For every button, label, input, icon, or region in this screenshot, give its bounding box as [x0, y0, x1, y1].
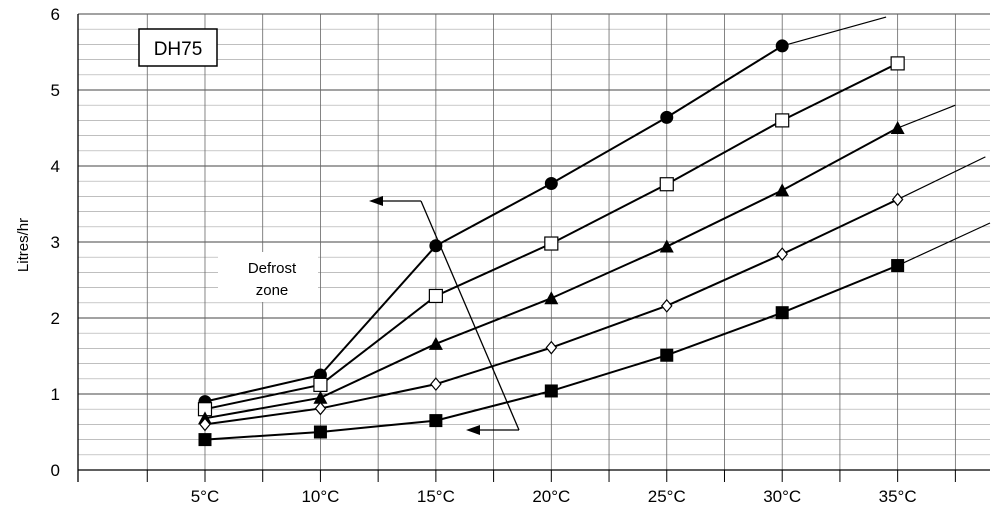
y-axis-label: Litres/hr [15, 218, 32, 272]
series-5 [198, 222, 991, 447]
data-point-filled-square [544, 384, 558, 398]
data-point-open-square [313, 377, 328, 392]
arrow-head [369, 196, 383, 206]
y-tick-label: 6 [51, 5, 60, 24]
x-tick-label: 35°C [879, 487, 917, 506]
data-point-triangle [428, 336, 443, 350]
data-point-open-square [659, 177, 674, 192]
model-badge-text: DH75 [154, 39, 203, 60]
model-badge-box [138, 28, 218, 67]
data-point-filled-square [429, 414, 443, 428]
labels: 0 1 2 3 4 5 6 5°C 10°C 15°C 20°C 25°C 30°C 35°C [51, 5, 917, 506]
model-badge: DH75 [138, 28, 218, 67]
data-point-diamond [891, 192, 904, 207]
data-point-triangle [544, 291, 559, 305]
series-extension [782, 16, 887, 47]
defrost-zone-bg [218, 252, 318, 302]
data-point-circle [429, 239, 443, 253]
data-point-circle [544, 176, 558, 190]
series-extension [897, 156, 986, 200]
y-tick-label: 1 [51, 385, 60, 404]
series-3 [197, 104, 956, 425]
series-extension [897, 104, 956, 129]
y-tick-label: 3 [51, 233, 60, 252]
arrows [369, 196, 520, 435]
arrow-diagonal [420, 200, 520, 431]
series-4 [199, 156, 986, 432]
data-point-filled-square [198, 433, 212, 447]
y-tick-label: 0 [51, 461, 60, 480]
data-point-circle [660, 110, 674, 124]
defrost-zone-note: Defrost zone [218, 252, 318, 302]
x-tick-label: 5°C [191, 487, 220, 506]
data-point-filled-square [775, 306, 789, 320]
x-tick-label: 10°C [301, 487, 339, 506]
data-point-triangle [890, 121, 905, 134]
series-1 [198, 16, 887, 409]
y-tick-label: 5 [51, 81, 60, 100]
grid [78, 13, 990, 471]
data-point-triangle [775, 183, 790, 197]
y-tick-label: 4 [51, 157, 60, 176]
y-tick-label: 2 [51, 309, 60, 328]
defrost-zone-line2: zone [256, 282, 289, 299]
x-tick-label: 15°C [417, 487, 455, 506]
data-point-open-square [428, 288, 443, 304]
data-point-diamond [545, 340, 558, 355]
data-point-diamond [660, 298, 673, 313]
data-point-diamond [776, 247, 788, 262]
data-point-diamond [199, 417, 211, 432]
data-point-diamond [314, 401, 327, 416]
series [197, 16, 991, 447]
data-point-filled-square [660, 348, 674, 362]
series-2 [197, 56, 905, 417]
data-point-circle [775, 39, 789, 53]
data-point-triangle [313, 390, 328, 404]
arrow-head [466, 425, 480, 435]
x-tick-label: 25°C [648, 487, 686, 506]
data-point-triangle [659, 239, 674, 253]
data-point-open-square [544, 236, 559, 251]
data-point-open-square [775, 113, 790, 128]
series-extension [897, 222, 991, 267]
data-point-filled-square [891, 259, 905, 273]
axes [77, 14, 990, 482]
data-point-diamond [430, 377, 442, 392]
x-tick-label: 30°C [763, 487, 801, 506]
defrost-zone-line1: Defrost [248, 260, 297, 277]
series-line [204, 45, 783, 403]
data-point-filled-square [313, 425, 327, 439]
x-tick-label: 20°C [532, 487, 570, 506]
data-point-open-square [890, 56, 905, 71]
